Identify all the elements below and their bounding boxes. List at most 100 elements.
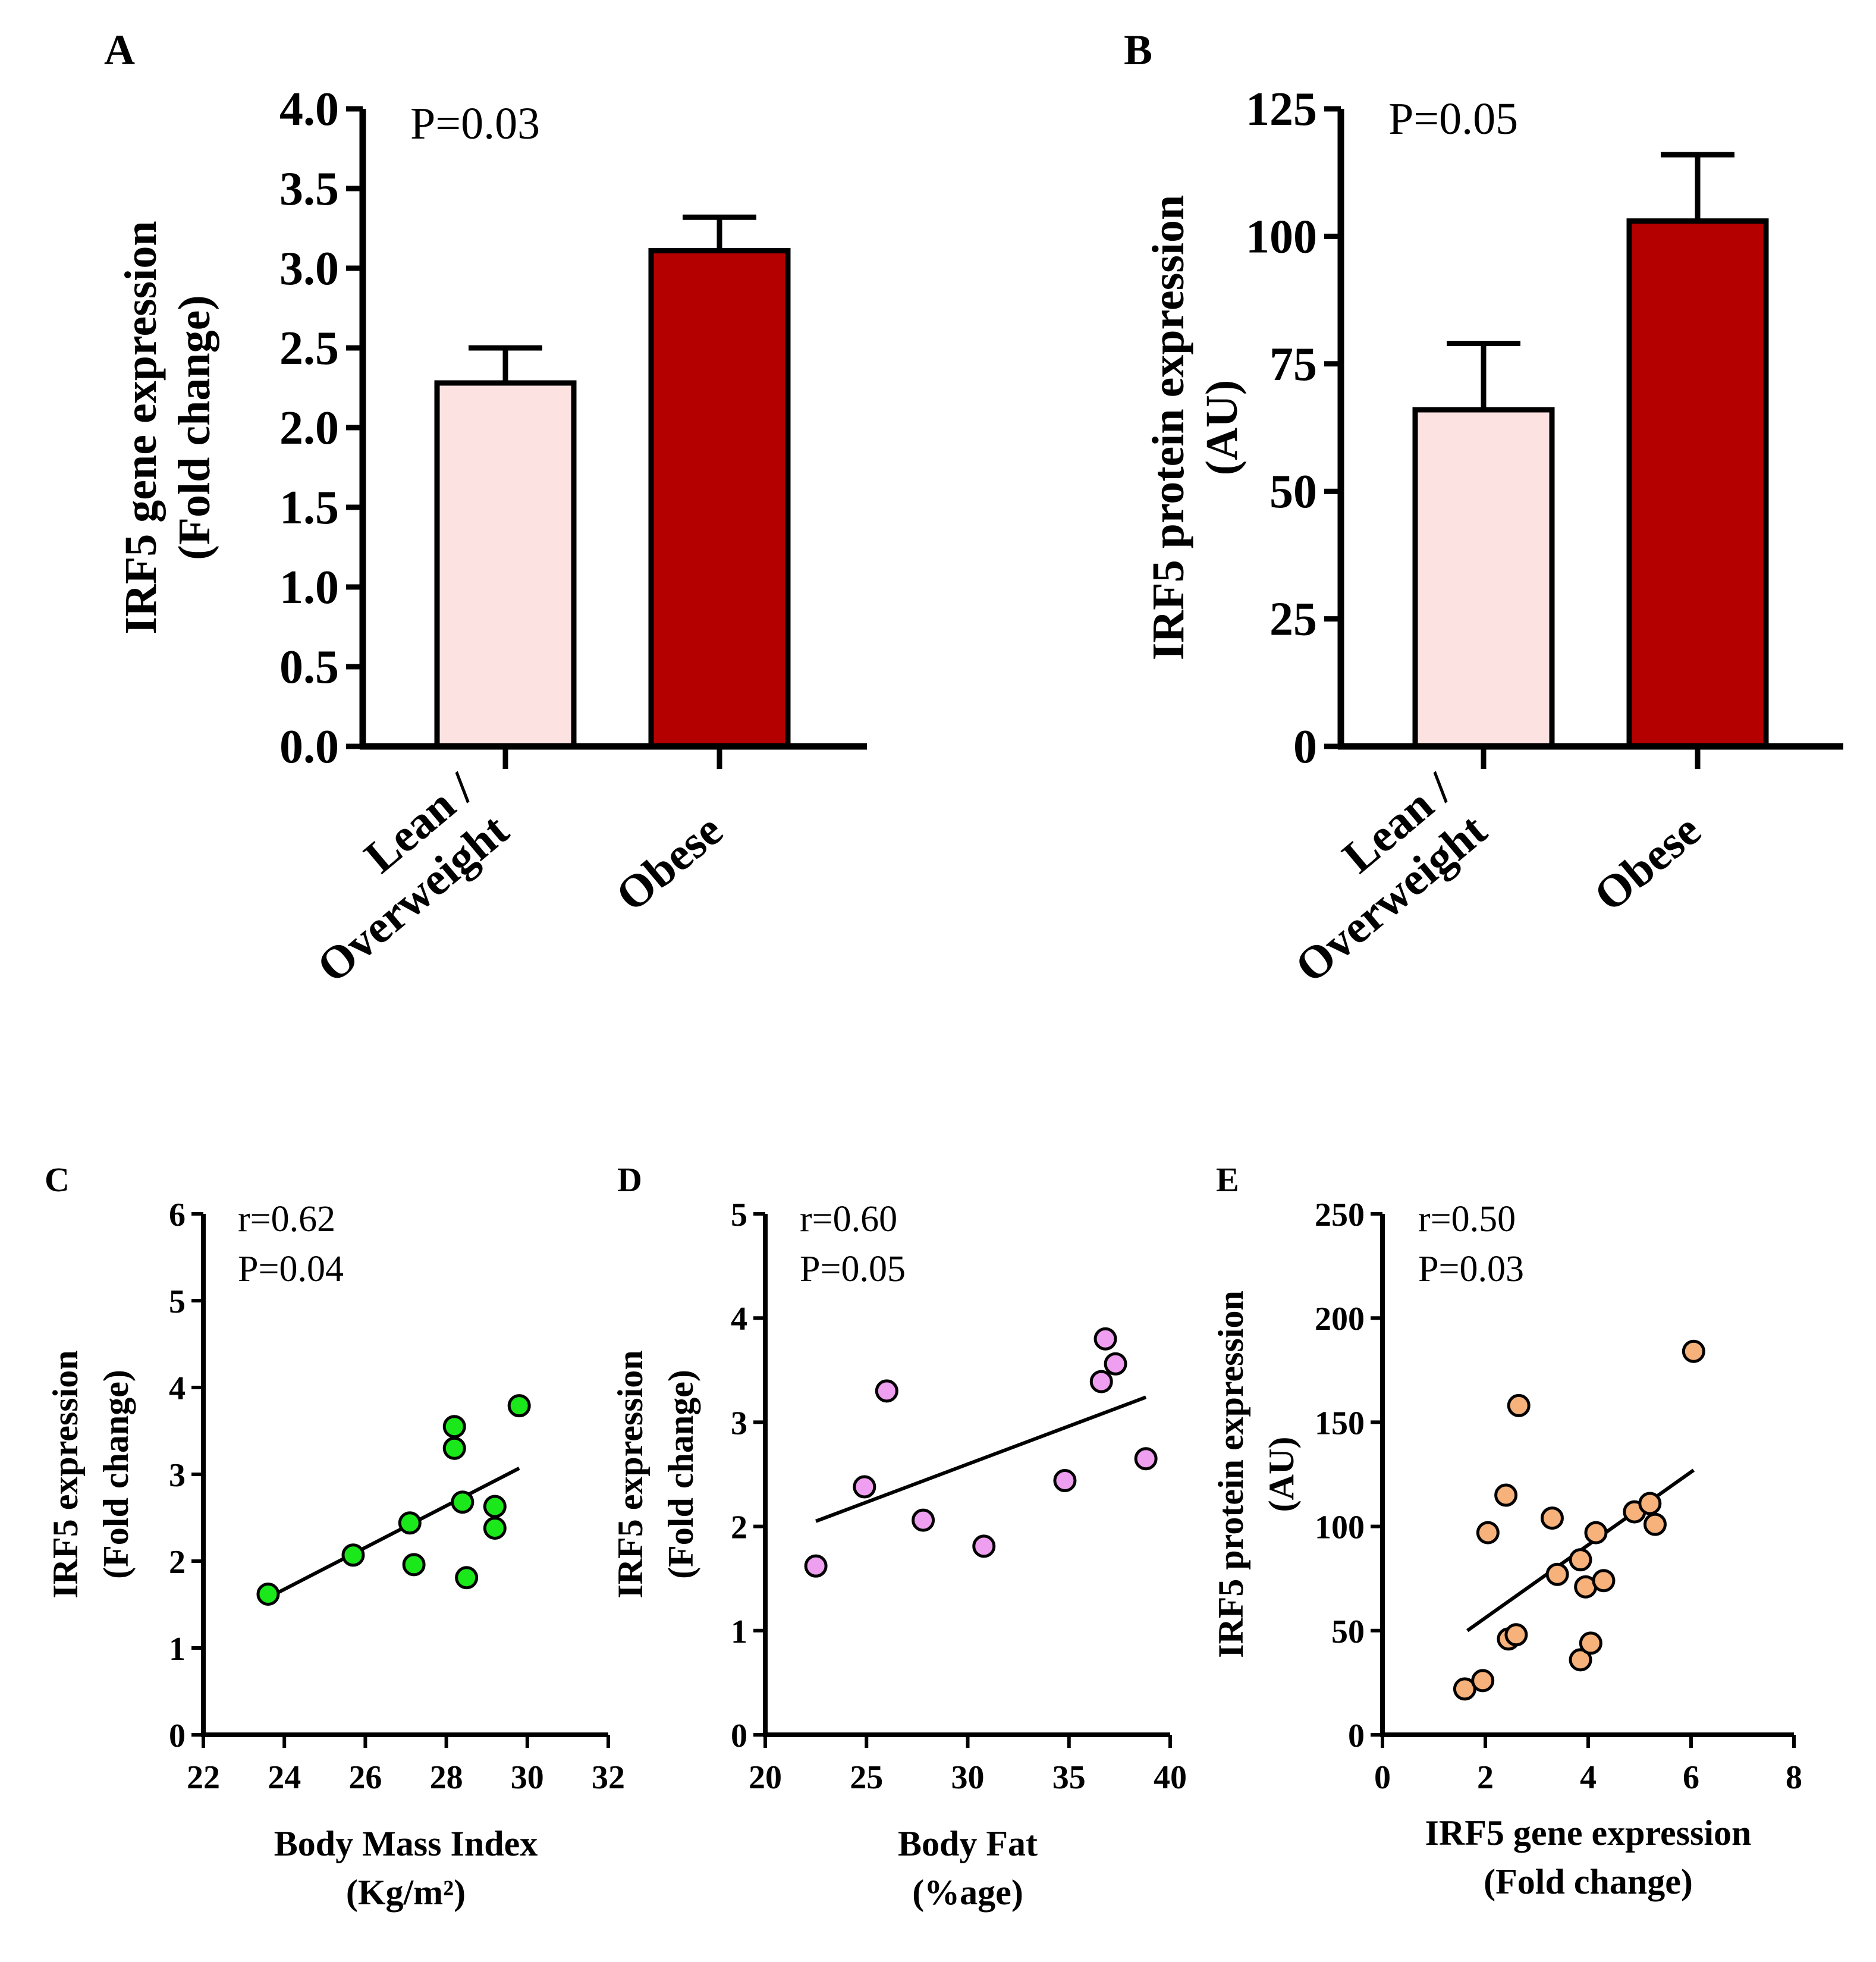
y-tick-label: 4	[731, 1301, 747, 1338]
data-point	[1504, 1623, 1528, 1647]
y-tick-label: 2	[169, 1544, 186, 1581]
y-tick-label: 2.5	[279, 322, 339, 375]
data-point	[483, 1495, 507, 1518]
y-tick-label: 1	[731, 1613, 747, 1650]
data-point	[442, 1436, 466, 1460]
x-tick-label: 25	[850, 1759, 883, 1796]
x-axis-title: IRF5 gene expression	[1425, 1813, 1752, 1853]
data-point	[875, 1379, 898, 1403]
data-point	[1545, 1562, 1569, 1586]
x-axis-subtitle: (Fold change)	[1484, 1862, 1693, 1901]
x-tick-label: 32	[592, 1759, 625, 1796]
y-axis-subtitle: (AU)	[1197, 380, 1247, 475]
x-tick-label: 22	[187, 1759, 220, 1796]
y-axis-title: IRF5 gene expression	[116, 221, 166, 634]
data-point	[1682, 1339, 1705, 1363]
r-value-annotation: r=0.50	[1418, 1199, 1516, 1239]
data-point	[1089, 1370, 1113, 1393]
x-tick-label: 30	[511, 1759, 544, 1796]
data-point	[455, 1566, 479, 1590]
p-value-annotation: P=0.05	[800, 1249, 906, 1289]
bar	[434, 380, 577, 749]
y-tick-label: 100	[1246, 211, 1317, 263]
panel-label: B	[1124, 26, 1152, 74]
x-axis-subtitle: (%age)	[912, 1873, 1023, 1912]
data-point	[1569, 1548, 1592, 1572]
panel-label: D	[617, 1160, 642, 1199]
x-tick-label: Obese	[606, 803, 732, 921]
data-point	[1569, 1648, 1592, 1672]
panel-label: E	[1216, 1160, 1239, 1199]
data-point	[1494, 1483, 1518, 1507]
bar-chart-protein-expression: B IRF5 protein expression (AU) 0 25 50 75 100 12…	[1124, 26, 1843, 993]
x-tick-label: 26	[348, 1759, 382, 1796]
data-point	[402, 1553, 426, 1577]
data-point	[256, 1582, 280, 1606]
data-point	[1643, 1512, 1667, 1536]
y-tick-label: 75	[1269, 338, 1317, 391]
x-tick-label: 0	[1374, 1759, 1391, 1796]
y-tick-label: 3.5	[279, 163, 339, 215]
y-tick-label: 50	[1269, 466, 1317, 518]
y-tick-label: 3.0	[279, 243, 339, 295]
y-axis-title: IRF5 expression	[611, 1350, 650, 1598]
p-value-annotation: P=0.03	[410, 99, 540, 149]
y-axis-subtitle: (Fold change)	[169, 295, 219, 560]
data-point	[1104, 1352, 1127, 1376]
r-value-annotation: r=0.62	[238, 1199, 335, 1239]
y-tick-label: 1.5	[279, 482, 339, 534]
x-tick-label: Obese	[1584, 803, 1710, 921]
x-tick-label: 2	[1477, 1759, 1494, 1796]
y-tick-label: 5	[169, 1283, 186, 1320]
y-tick-label: 4	[169, 1370, 186, 1407]
data-point	[507, 1394, 531, 1418]
data-point	[1579, 1631, 1602, 1655]
y-axis-title: IRF5 protein expression	[1211, 1291, 1250, 1658]
x-tick-label: 35	[1052, 1759, 1086, 1796]
p-value-annotation: P=0.05	[1388, 94, 1518, 144]
data-point	[1471, 1669, 1495, 1693]
y-tick-label: 6	[169, 1197, 186, 1233]
p-value-annotation: P=0.04	[238, 1249, 344, 1289]
p-value-annotation: P=0.03	[1418, 1249, 1524, 1289]
r-value-annotation: r=0.60	[800, 1199, 897, 1239]
x-tick-label: 24	[268, 1759, 301, 1796]
y-axis-title: IRF5 protein expression	[1143, 195, 1193, 661]
x-tick-label: 4	[1580, 1759, 1597, 1796]
y-tick-label: 150	[1315, 1405, 1365, 1442]
y-tick-label: 200	[1315, 1301, 1365, 1338]
y-tick-label: 0.0	[279, 721, 339, 773]
bar	[1412, 407, 1555, 749]
data-point	[1540, 1506, 1564, 1530]
y-axis-title: IRF5 expression	[46, 1350, 85, 1598]
x-tick-label: 40	[1154, 1759, 1187, 1796]
bar	[648, 248, 791, 749]
x-axis-title: Body Fat	[898, 1824, 1038, 1863]
y-tick-label: 2.0	[279, 402, 339, 454]
y-tick-label: 50	[1331, 1613, 1365, 1650]
panel-label: C	[45, 1160, 70, 1199]
panel-label: A	[104, 26, 135, 74]
y-tick-label: 125	[1246, 83, 1317, 136]
x-axis-subtitle: (Kg/m²)	[346, 1873, 466, 1912]
y-axis-subtitle: (Fold change)	[96, 1370, 136, 1579]
data-point	[1053, 1469, 1077, 1493]
data-point	[483, 1517, 507, 1540]
scatter-bmi: C 0 1 2 3 4 5 6 22 24 26 28 30 32 IRF5 expression (Fold…	[45, 1160, 625, 1912]
data-point	[1507, 1393, 1531, 1417]
data-point	[451, 1490, 475, 1514]
data-point	[1638, 1492, 1662, 1515]
data-point	[1592, 1569, 1616, 1593]
data-point	[1476, 1521, 1500, 1545]
regression-line	[267, 1467, 520, 1599]
data-point	[442, 1415, 466, 1439]
y-tick-label: 3	[731, 1405, 747, 1442]
y-tick-label: 0	[731, 1718, 747, 1754]
y-axis-subtitle: (Fold change)	[661, 1370, 700, 1579]
regression-line	[815, 1395, 1147, 1523]
y-tick-label: 25	[1269, 594, 1317, 646]
y-tick-label: 0	[169, 1718, 186, 1754]
x-tick-label: 28	[430, 1759, 463, 1796]
data-point	[341, 1543, 365, 1567]
